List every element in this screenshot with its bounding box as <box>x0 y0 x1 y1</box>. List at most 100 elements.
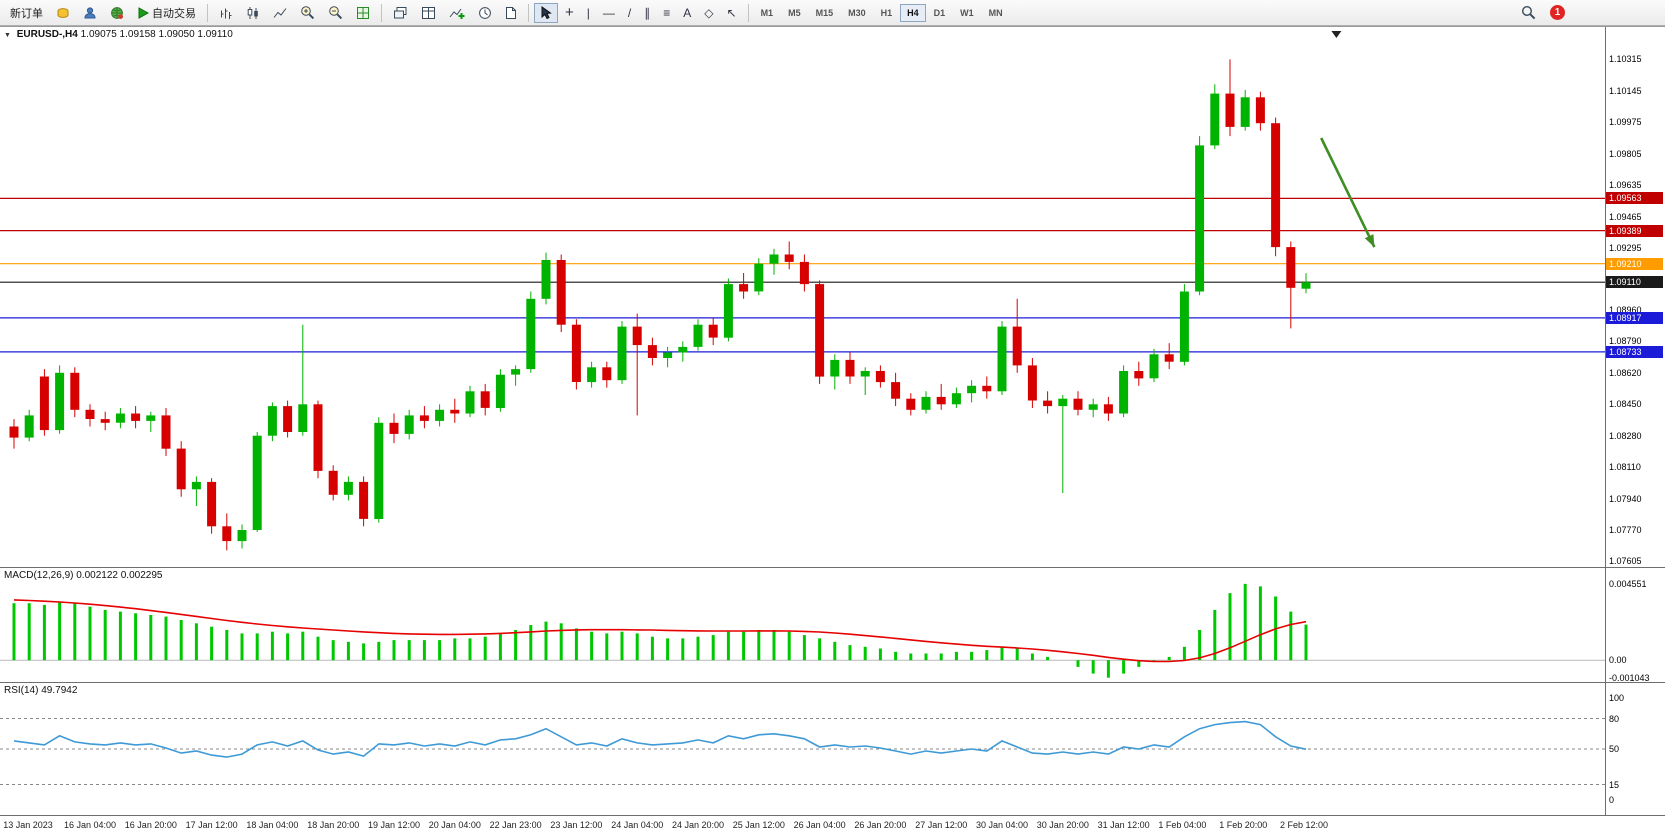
templates-button[interactable] <box>499 3 523 23</box>
bar-chart-icon <box>221 8 232 19</box>
candles-layer <box>9 59 1311 551</box>
line-chart-icon <box>273 7 287 18</box>
timeframe-h1-button[interactable]: H1 <box>874 4 900 22</box>
price-tick: 1.09465 <box>1609 211 1642 222</box>
time-label: 31 Jan 12:00 <box>1097 820 1150 830</box>
time-label: 13 Jan 2023 <box>3 820 53 830</box>
macd-axis[interactable]: 0.004551 0.00 -0.001043 <box>1605 568 1664 683</box>
time-label: 18 Jan 04:00 <box>246 820 299 830</box>
gold-coins-icon <box>57 7 69 18</box>
signals-button[interactable] <box>77 3 103 23</box>
timeframe-m5-button[interactable]: M5 <box>781 4 808 22</box>
rsi-axis-tick: 0 <box>1609 794 1615 805</box>
vertical-line-tool-button[interactable]: | <box>581 3 596 23</box>
search-icon <box>1521 5 1536 20</box>
tile-windows-button[interactable] <box>350 3 376 23</box>
time-label: 19 Jan 12:00 <box>368 820 421 830</box>
text-tool-button[interactable]: A <box>677 3 697 23</box>
trendline-icon: / <box>627 5 632 20</box>
price-tick: 1.08620 <box>1609 367 1642 378</box>
line-chart-button[interactable] <box>267 3 293 23</box>
time-label: 16 Jan 04:00 <box>64 820 117 830</box>
chart-window: ▼ EURUSD-,H4 1.09075 1.09158 1.09050 1.0… <box>0 26 1665 837</box>
chart-shift-marker[interactable] <box>1331 31 1342 38</box>
timeframe-h4-button[interactable]: H4 <box>900 3 926 22</box>
rsi-label: RSI(14) 49.7942 <box>4 685 78 696</box>
search-button[interactable] <box>1515 3 1542 23</box>
toolbar-separator <box>207 3 208 22</box>
macd-plot[interactable]: MACD(12,26,9) 0.002122 0.002295 <box>0 568 1605 682</box>
time-label: 18 Jan 20:00 <box>307 820 360 830</box>
price-plot[interactable]: ▼ EURUSD-,H4 1.09075 1.09158 1.09050 1.0… <box>0 27 1605 567</box>
tile-windows-icon <box>357 6 369 19</box>
cursor-tool-button[interactable] <box>534 2 558 23</box>
zoom-in-button[interactable] <box>294 3 321 23</box>
market-button[interactable] <box>50 3 76 23</box>
macd-axis-tick: -0.001043 <box>1609 672 1650 683</box>
chart-collapse-arrow-icon[interactable]: ▼ <box>4 32 11 39</box>
macd-panel: MACD(12,26,9) 0.002122 0.002295 0.004551… <box>0 568 1665 683</box>
price-tick: 1.08280 <box>1609 430 1642 441</box>
time-label: 24 Jan 20:00 <box>672 820 725 830</box>
timeframe-w1-button[interactable]: W1 <box>953 4 981 22</box>
horizontal-line-tool-button[interactable]: — <box>597 3 621 23</box>
timeframe-mn-button[interactable]: MN <box>982 4 1010 22</box>
fibonacci-tool-button[interactable]: ≡ <box>657 3 676 23</box>
timeframe-m1-button[interactable]: M1 <box>754 4 781 22</box>
trend-arrow-annotation[interactable] <box>1320 137 1376 248</box>
new-order-button[interactable]: 新订单 <box>4 3 49 23</box>
main-toolbar: 新订单 自动交易 <box>0 0 1665 26</box>
macd-axis-tick: 0.00 <box>1609 655 1627 666</box>
autotrading-button[interactable]: 自动交易 <box>131 3 202 23</box>
rsi-chart <box>0 718 1605 785</box>
cascade-windows-button[interactable] <box>387 3 414 23</box>
channel-tool-button[interactable]: ∥ <box>638 3 656 23</box>
text-tool-icon: A <box>683 5 692 20</box>
time-label: 1 Feb 20:00 <box>1219 820 1268 830</box>
time-label: 23 Jan 12:00 <box>550 820 603 830</box>
timeframe-m15-button[interactable]: M15 <box>809 4 841 22</box>
new-order-label: 新订单 <box>10 7 43 20</box>
periods-button[interactable] <box>472 3 498 23</box>
price-tick: 1.09805 <box>1609 148 1642 159</box>
rsi-axis-tick: 50 <box>1609 744 1620 754</box>
time-label: 24 Jan 04:00 <box>611 820 664 830</box>
time-label: 17 Jan 12:00 <box>185 820 238 830</box>
indicators-button[interactable] <box>443 3 471 23</box>
fibonacci-icon: ≡ <box>663 5 671 20</box>
community-button[interactable] <box>104 3 130 23</box>
time-label: 1 Feb 04:00 <box>1158 820 1207 830</box>
hline-price-badge: 1.08733 <box>1606 345 1663 358</box>
price-tick: 1.09295 <box>1609 242 1642 253</box>
bar-chart-button[interactable] <box>213 3 239 23</box>
time-axis[interactable]: 13 Jan 2023 16 Jan 04:00 16 Jan 20:00 17 Ja… <box>0 816 1665 836</box>
macd-chart <box>0 583 1605 678</box>
zoom-out-button[interactable] <box>322 3 349 23</box>
autotrading-play-icon <box>138 6 149 19</box>
arrange-windows-button[interactable] <box>415 3 442 23</box>
notification-badge[interactable]: 1 <box>1550 5 1565 20</box>
trendline-tool-button[interactable]: / <box>622 3 637 23</box>
clock-icon <box>479 6 491 19</box>
hline-price-badge: 1.09563 <box>1606 192 1663 205</box>
price-tick: 1.08960 <box>1609 304 1642 315</box>
toolbar-separator <box>528 3 529 22</box>
price-axis[interactable]: 1.10315 1.10145 1.09975 1.09805 1.09635 1.094… <box>1605 27 1664 567</box>
macd-signal-line <box>13 599 1307 663</box>
time-label: 20 Jan 04:00 <box>428 820 481 830</box>
timeframe-m30-button[interactable]: M30 <box>841 4 873 22</box>
price-tick: 1.08790 <box>1609 336 1642 347</box>
crosshair-tool-button[interactable]: + <box>559 3 580 23</box>
time-label: 27 Jan 12:00 <box>915 820 968 830</box>
shapes-tool-button[interactable]: ◇ <box>698 3 719 23</box>
rsi-axis[interactable]: 100 80 50 15 0 <box>1605 683 1664 815</box>
rsi-levels <box>0 718 1605 785</box>
price-tick: 1.10315 <box>1609 54 1642 65</box>
arrows-tool-button[interactable]: ↖ <box>721 3 743 23</box>
candlestick-chart-button[interactable] <box>240 3 266 23</box>
rsi-panel: RSI(14) 49.7942 100 80 50 15 0 <box>0 683 1665 816</box>
timeframe-d1-button[interactable]: D1 <box>927 4 953 22</box>
rsi-plot[interactable]: RSI(14) 49.7942 <box>0 683 1605 815</box>
rsi-axis-tick: 100 <box>1609 693 1625 704</box>
shapes-icon: ◇ <box>704 5 714 20</box>
